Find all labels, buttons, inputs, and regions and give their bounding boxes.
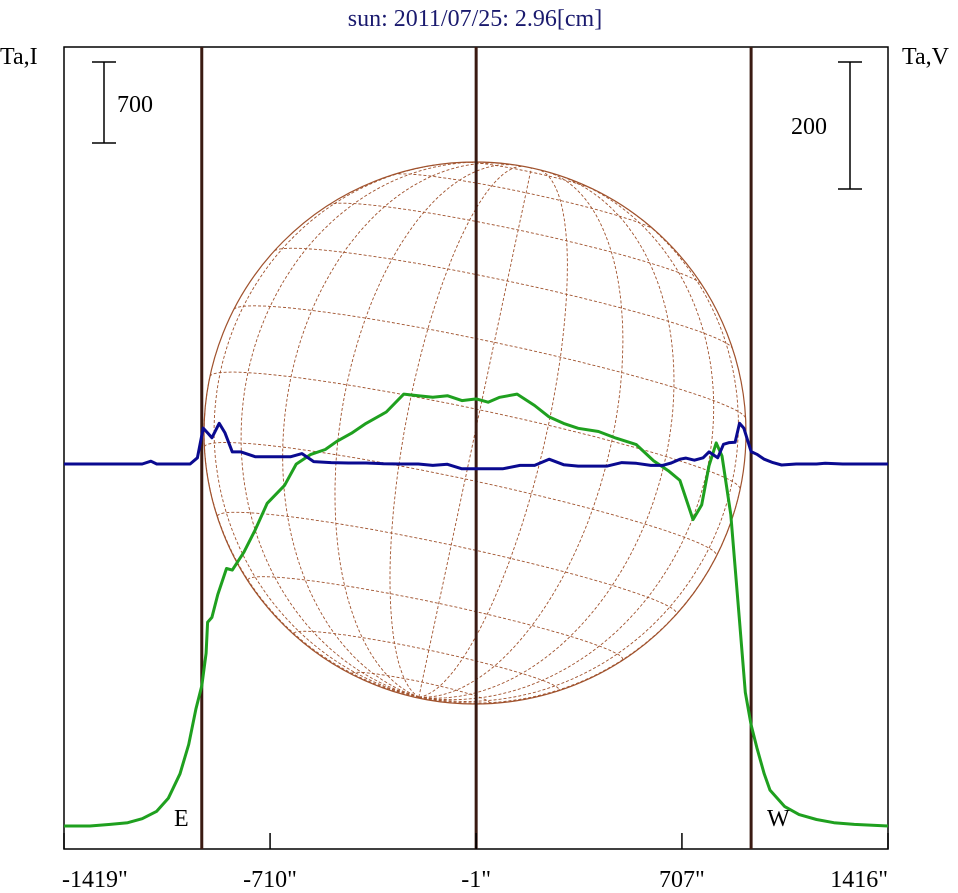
- parallel: [293, 630, 560, 690]
- x-tick-label: 707": [659, 867, 705, 893]
- meridian: [389, 165, 525, 698]
- chart-title: sun: 2011/07/25: 2.96[cm]: [348, 6, 602, 32]
- x-tick-label: 1416": [830, 867, 888, 893]
- x-axis: -1419" -710" -1" 707" 1416": [62, 833, 889, 893]
- right-scale-label: 200: [791, 114, 827, 140]
- parallel: [247, 576, 624, 660]
- parallel: [351, 671, 490, 703]
- meridian: [418, 170, 624, 698]
- limb-lines: [200, 47, 753, 849]
- x-tick-label: -1419": [62, 867, 128, 893]
- parallel: [465, 161, 595, 191]
- parallel: [203, 442, 717, 556]
- x-tick-label: -710": [243, 867, 297, 893]
- right-axis-label: Ta,V: [902, 44, 950, 70]
- meridian: [418, 169, 568, 698]
- east-label: E: [174, 806, 189, 832]
- solar-disk-grid: [203, 161, 747, 704]
- parallel: [233, 305, 747, 419]
- meridian: [418, 168, 532, 698]
- solar-disk: [203, 161, 747, 705]
- left-axis-label: Ta,I: [0, 44, 38, 70]
- parallel: [393, 173, 655, 231]
- meridian: [334, 164, 518, 698]
- x-tick-label: -1": [461, 867, 491, 893]
- meridian: [418, 201, 739, 702]
- west-label: W: [767, 806, 790, 832]
- left-scale-label: 700: [117, 92, 153, 118]
- meridian: [418, 174, 675, 699]
- meridian: [282, 162, 506, 698]
- meridian: [418, 178, 715, 701]
- meridian: [240, 161, 491, 698]
- parallel: [328, 202, 702, 285]
- parallel: [274, 247, 733, 349]
- series-intensity-line: [64, 392, 889, 828]
- left-scale-bar: 700: [92, 61, 153, 144]
- parallel: [216, 511, 677, 614]
- meridian: [213, 163, 441, 698]
- series-polarization-line: [64, 421, 888, 471]
- right-scale-bar: 200: [791, 61, 862, 190]
